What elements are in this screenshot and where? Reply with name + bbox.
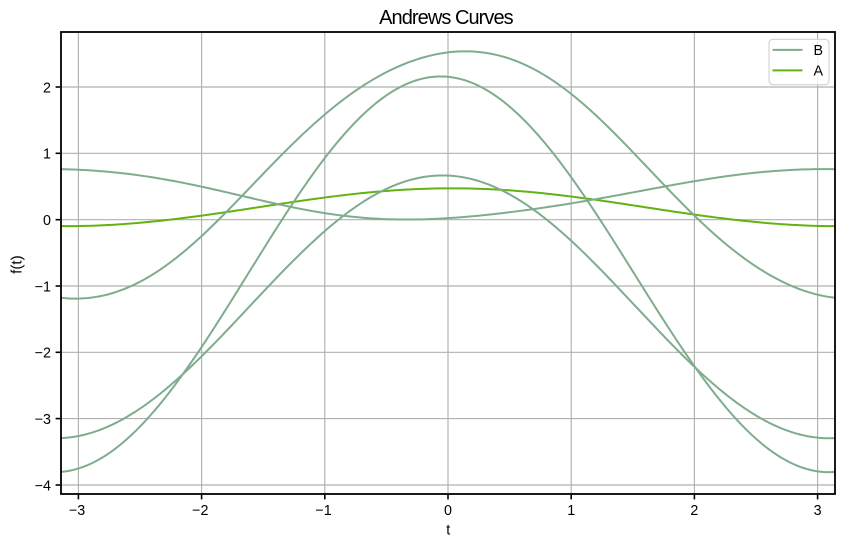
svg-text:−3: −3 — [69, 503, 85, 519]
svg-text:t: t — [446, 523, 450, 539]
svg-text:f(t): f(t) — [9, 255, 25, 274]
svg-text:−2: −2 — [192, 503, 208, 519]
svg-text:1: 1 — [43, 147, 51, 163]
svg-text:−4: −4 — [35, 478, 51, 494]
svg-text:−2: −2 — [35, 346, 51, 362]
svg-text:Andrews Curves: Andrews Curves — [379, 7, 514, 29]
svg-text:B: B — [814, 43, 824, 59]
svg-text:−3: −3 — [35, 412, 51, 428]
svg-text:A: A — [814, 64, 824, 80]
svg-text:2: 2 — [43, 80, 51, 96]
svg-text:0: 0 — [444, 503, 452, 519]
svg-text:0: 0 — [43, 213, 51, 229]
svg-text:2: 2 — [690, 503, 698, 519]
svg-text:1: 1 — [567, 503, 575, 519]
svg-text:3: 3 — [814, 503, 822, 519]
svg-text:−1: −1 — [315, 503, 331, 519]
svg-text:−1: −1 — [35, 279, 51, 295]
